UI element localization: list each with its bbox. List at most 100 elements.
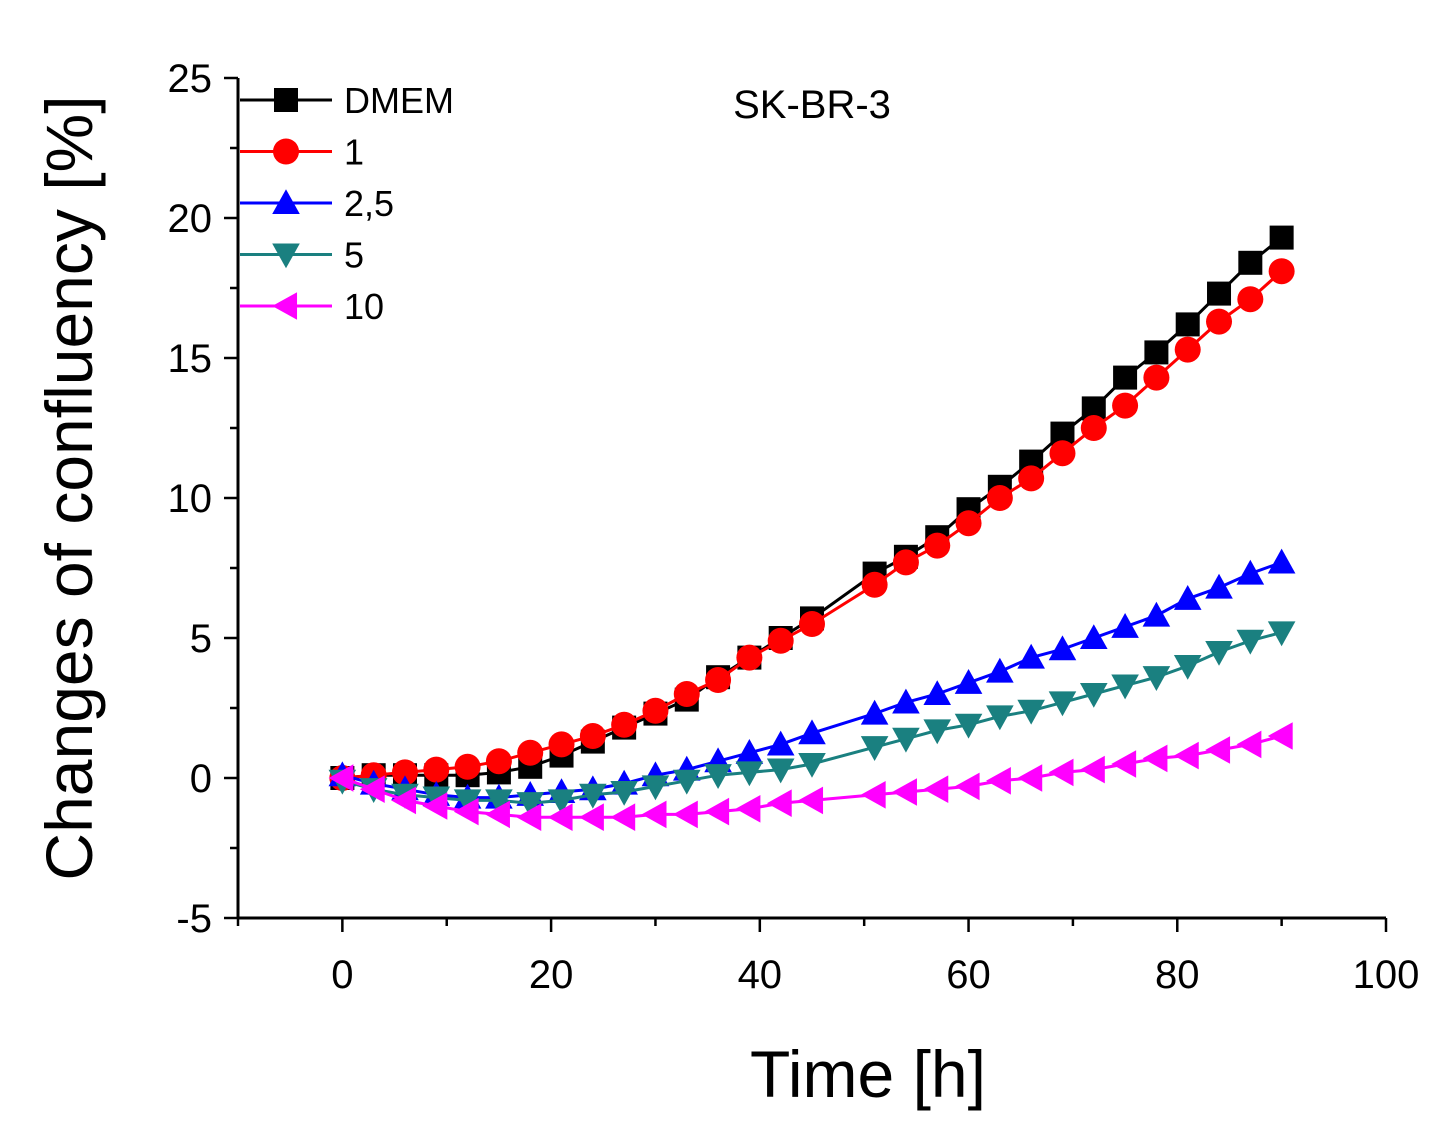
data-point <box>1143 364 1170 391</box>
legend-marker <box>272 243 300 269</box>
data-point <box>1205 736 1231 764</box>
data-point <box>860 699 889 725</box>
data-point <box>642 697 669 724</box>
data-point <box>923 719 952 745</box>
series-line <box>342 270 1283 780</box>
data-point <box>892 688 920 714</box>
data-point <box>1173 585 1202 610</box>
data-point <box>986 705 1014 731</box>
data-point <box>735 761 764 787</box>
data-point <box>641 775 670 801</box>
data-point <box>1142 666 1171 691</box>
y-axis-title: Changes of confluency [%] <box>32 95 106 880</box>
x-axis-title: Time [h] <box>750 1037 986 1111</box>
legend-marker <box>272 189 300 215</box>
legend: DMEM 1 2,5 5 10 <box>240 80 454 327</box>
data-point <box>705 667 732 693</box>
legend-marker <box>272 292 298 320</box>
data-point <box>391 786 417 815</box>
y-tick-label: 5 <box>190 617 212 661</box>
data-point <box>1048 758 1074 787</box>
x-tick-label: 0 <box>331 953 353 997</box>
data-point <box>1079 755 1105 784</box>
data-point <box>328 764 354 792</box>
data-point <box>1144 340 1169 365</box>
data-point <box>359 775 385 803</box>
data-point <box>1048 691 1077 717</box>
series-layer <box>328 225 1296 831</box>
data-point <box>1111 613 1139 638</box>
data-point <box>798 786 824 815</box>
data-point <box>610 780 638 806</box>
data-point <box>1205 640 1233 666</box>
series-1 <box>329 258 1295 791</box>
data-point <box>1205 573 1233 599</box>
data-point <box>1207 281 1232 306</box>
data-point <box>454 753 481 780</box>
data-point <box>955 510 982 537</box>
data-point <box>516 792 545 817</box>
data-point <box>1017 643 1045 669</box>
data-point <box>1079 682 1108 708</box>
legend-item: 10 <box>240 286 384 327</box>
legend-label: 5 <box>344 235 364 276</box>
y-tick-label: 10 <box>168 477 213 521</box>
data-point <box>1079 624 1108 650</box>
chart-annotation: SK-BR-3 <box>733 83 891 127</box>
data-point <box>766 758 795 784</box>
data-point <box>547 789 576 815</box>
data-point <box>1112 392 1139 419</box>
data-point <box>1268 258 1295 285</box>
data-point <box>1236 559 1265 585</box>
data-point <box>579 783 607 809</box>
data-point <box>1236 629 1265 655</box>
data-point <box>673 681 700 707</box>
data-point <box>860 736 889 761</box>
x-tick-label: 60 <box>946 953 991 997</box>
data-point <box>1267 621 1296 647</box>
data-point <box>1017 699 1045 725</box>
data-point <box>954 669 983 694</box>
legend-item: 1 <box>240 132 364 173</box>
legend-item: 5 <box>240 235 364 276</box>
data-point <box>799 611 825 637</box>
data-point <box>579 723 606 749</box>
data-point <box>923 775 949 803</box>
data-point <box>516 803 542 831</box>
series-10 <box>328 722 1293 831</box>
data-point <box>798 719 826 745</box>
data-point <box>1111 674 1139 700</box>
data-point <box>1142 601 1171 627</box>
data-point <box>1206 308 1233 335</box>
data-point <box>1142 744 1168 773</box>
y-tick-label: -5 <box>176 897 212 941</box>
data-point <box>1018 465 1045 492</box>
data-point <box>672 800 698 829</box>
legend-label: 10 <box>344 286 384 327</box>
data-point <box>892 778 917 806</box>
legend-label: DMEM <box>344 80 454 121</box>
data-point <box>924 532 951 559</box>
data-point <box>610 803 636 831</box>
data-point <box>1174 336 1201 363</box>
y-tick-label: 20 <box>168 197 213 241</box>
data-point <box>923 680 952 706</box>
data-point <box>986 485 1013 511</box>
y-tick-label: 15 <box>168 337 213 381</box>
data-point <box>453 797 479 826</box>
data-point <box>766 730 795 756</box>
data-point <box>548 731 575 758</box>
series-DMEM <box>330 225 1294 790</box>
legend-label: 2,5 <box>344 183 394 224</box>
series-line <box>342 236 1283 780</box>
data-point <box>735 795 761 823</box>
data-point <box>860 781 886 809</box>
y-tick-label: 25 <box>168 57 213 101</box>
data-point <box>1267 722 1293 750</box>
data-point <box>704 764 732 789</box>
legend-marker <box>273 138 299 165</box>
legend-marker <box>274 88 298 112</box>
y-tick-label: 0 <box>190 757 212 801</box>
